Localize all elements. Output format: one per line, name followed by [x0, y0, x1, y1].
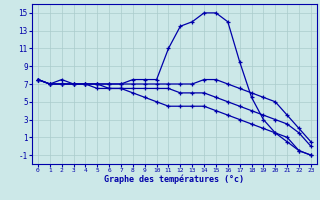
- X-axis label: Graphe des températures (°c): Graphe des températures (°c): [104, 175, 244, 184]
